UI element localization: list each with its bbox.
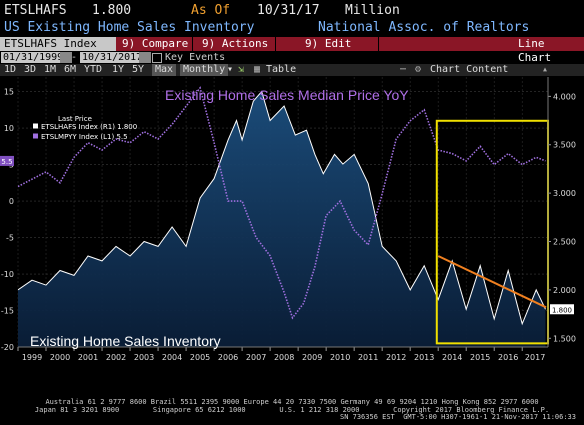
right-tick-label: 3.500 [553,141,576,150]
chart-svg: 151050-5-10-15-204.0003.5003.0002.5002.0… [0,77,576,362]
range-dash: - [71,52,78,63]
actions-button[interactable]: 9) Actions [202,37,269,50]
gear-icon[interactable]: ⚙ [415,64,422,75]
x-tick-label: 2013 [414,353,434,362]
source: National Assoc. of Realtors [318,20,530,35]
table-icon[interactable]: ▦ [254,64,261,75]
left-tick-label: 0 [9,197,14,206]
left-tick-label: -10 [1,270,14,279]
toolbar-divider [378,37,379,51]
legend: Last Price ETSLHAFS Index (R1) 1.800 ETS… [33,115,137,141]
table-button[interactable]: Table [266,64,297,75]
period-1y[interactable]: 1Y [112,64,125,75]
ticker: ETSLHAFS [4,3,67,18]
x-tick-label: 2010 [330,353,350,362]
end-date-input[interactable]: 10/31/2017 [80,52,143,63]
legend-item-inventory: ETSLHAFS Index (R1) 1.800 [41,123,137,131]
frequency-select[interactable]: Monthly [180,64,229,76]
collapse-icon[interactable]: ▴ [542,64,549,75]
x-tick-label: 2015 [470,353,490,362]
price-yoy-line [18,86,546,320]
chart-options-icon[interactable]: ⋯ [400,64,407,75]
toolbar-divider [275,37,276,51]
x-tick-label: 2007 [246,353,266,362]
right-last-value: 1.800 [552,306,572,314]
chart-content-button[interactable]: Chart Content [430,64,509,75]
last-value: 1.800 [92,3,132,18]
period-3d[interactable]: 3D [24,64,37,75]
period-1d[interactable]: 1D [4,64,17,75]
chart-type-label[interactable]: Line Chart [518,37,552,64]
toolbar-divider [192,37,193,51]
right-tick-label: 3.000 [553,189,576,198]
footer-line-2: Japan 81 3 3201 8900 Singapore 65 6212 1… [34,406,550,414]
x-tick-label: 2017 [525,353,545,362]
legend-item-price: ETSLMPYY Index (L1) 5.5 [41,133,128,141]
x-tick-label: 2016 [498,353,518,362]
function-toolbar: ETSLHAFS Index 9) Compare 9) Actions 9) … [0,37,584,64]
start-date-input[interactable]: 01/31/1999 [1,52,64,63]
inventory-trendline [437,255,547,309]
legend-swatch-inventory [33,123,38,129]
inventory-title: Existing Home Sales Inventory [30,333,221,349]
left-tick-label: 15 [4,88,14,97]
x-tick-label: 2009 [302,353,322,362]
inventory-line [18,90,546,326]
x-tick-label: 2012 [386,353,406,362]
units: Million [345,3,400,18]
right-tick-label: 1.500 [553,334,576,343]
left-last-value-badge [0,155,14,166]
right-last-value-badge [550,304,574,315]
x-tick-label: 2001 [78,353,98,362]
calendar-icon[interactable] [139,52,151,63]
as-of-label: As Of [191,3,231,18]
calendar-icon[interactable] [60,52,72,63]
period-5y[interactable]: 5Y [132,64,145,75]
left-tick-label: -15 [1,307,14,316]
key-events-label: Key Events [165,52,226,63]
x-tick-label: 1999 [22,353,42,362]
left-last-value: 5.5 [1,158,12,166]
legend-header: Last Price [58,115,92,123]
right-tick-label: 2.000 [553,286,576,295]
date-range-row: 01/31/1999 - 10/31/2017 Key Events [0,52,584,64]
left-tick-label: -5 [6,234,14,243]
x-tick-label: 2014 [442,353,462,362]
x-tick-label: 2003 [134,353,154,362]
left-tick-label: 10 [4,124,14,133]
legend-swatch-price [33,133,38,139]
price-yoy-title: Existing Home Sales Median Price YoY [165,87,409,103]
x-tick-label: 2002 [106,353,126,362]
footer-line-1: Australia 61 2 9777 8600 Brazil 5511 239… [45,398,539,406]
x-tick-label: 2005 [190,353,210,362]
right-tick-label: 2.500 [553,238,576,247]
x-tick-label: 2004 [162,353,182,362]
key-events-checkbox[interactable] [152,53,162,63]
compare-button[interactable]: 9) Compare [122,37,189,50]
period-row: 1D 3D 1M 6M YTD 1Y 5Y Max Monthly ▾ ⇲ ▦ … [0,64,584,76]
security-header: ETSLHAFS 1.800 As Of 10/31/17 Million US… [0,0,584,35]
x-tick-label: 2011 [358,353,378,362]
edit-button[interactable]: 9) Edit [305,37,352,50]
footer-line-3: SN 736356 EST GMT-5:00 H307-1961-1 21-No… [339,413,576,421]
period-ytd[interactable]: YTD [84,64,103,75]
as-of-date: 10/31/17 [257,3,320,18]
index-field[interactable]: ETSLHAFS Index [0,37,116,51]
x-tick-label: 2008 [274,353,294,362]
chevron-down-icon[interactable]: ▾ [227,64,234,75]
right-tick-label: 4.000 [553,92,576,101]
period-6m[interactable]: 6M [64,64,77,75]
inventory-area [18,91,546,347]
x-tick-label: 2000 [50,353,70,362]
period-1m[interactable]: 1M [44,64,57,75]
left-tick-label: -20 [1,343,14,352]
line-chart-icon[interactable]: ⇲ [238,64,245,75]
period-max[interactable]: Max [152,64,177,76]
x-tick-label: 2006 [218,353,238,362]
chart-area: 151050-5-10-15-204.0003.5003.0002.5002.0… [0,77,584,421]
security-description: US Existing Home Sales Inventory [4,20,255,35]
